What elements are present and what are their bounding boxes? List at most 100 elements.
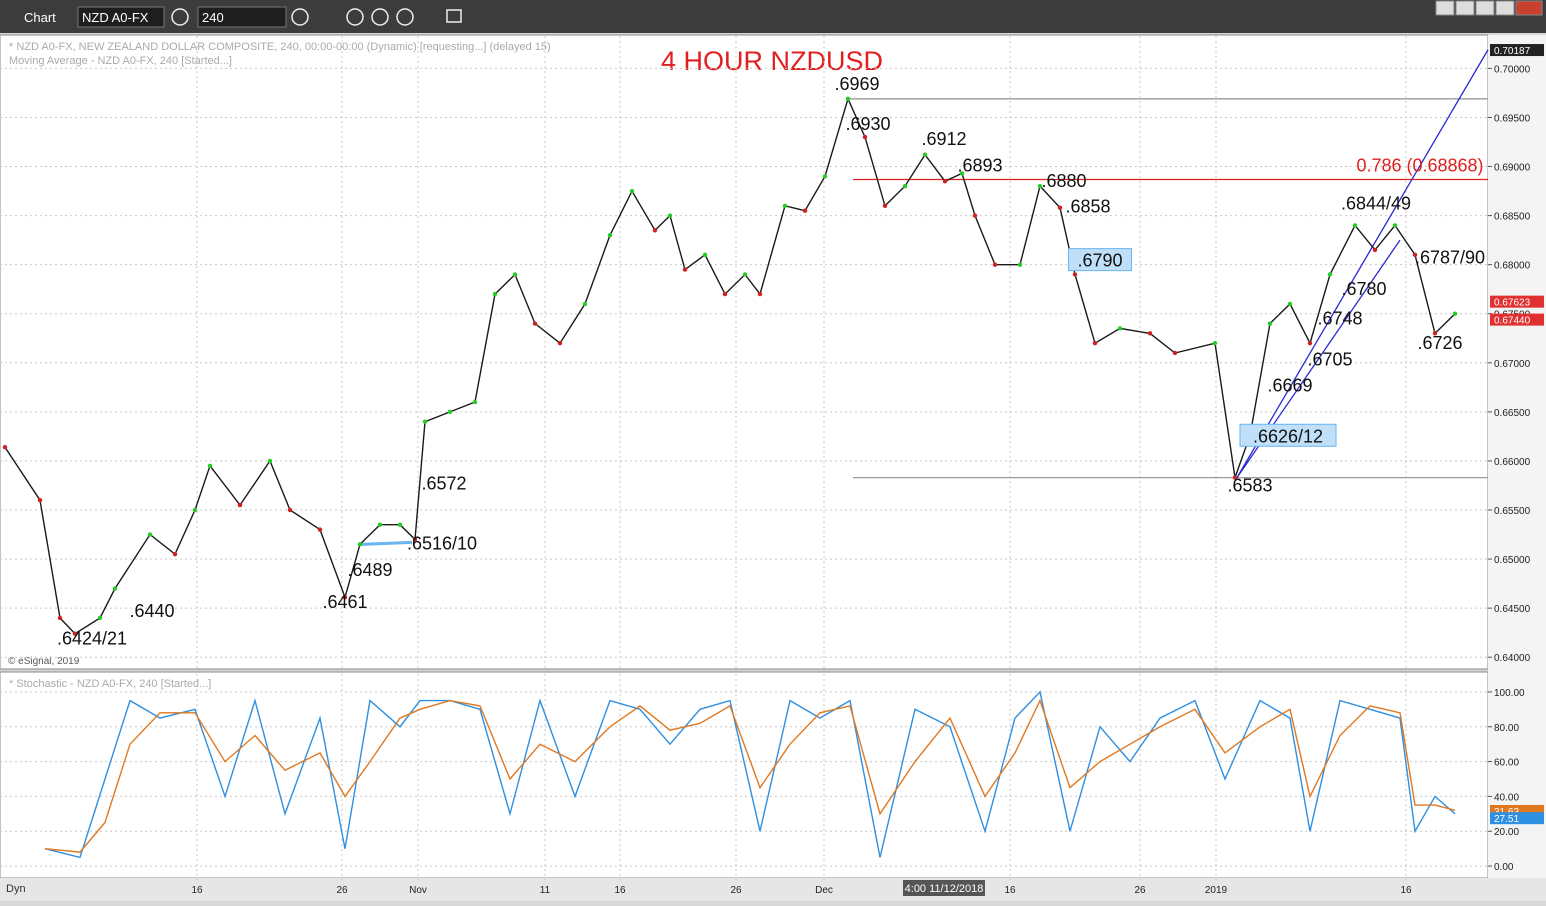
- annotation: .6748: [1317, 309, 1362, 329]
- cursor-time-box: [903, 880, 985, 896]
- icon[interactable]: [346, 8, 364, 26]
- price-point: [357, 542, 363, 547]
- y-tick-label: 0.66000: [1494, 457, 1531, 468]
- x-tick-label: 26: [1134, 885, 1146, 896]
- window-button[interactable]: [1495, 0, 1515, 16]
- x-tick-label: 26: [336, 885, 348, 896]
- annotation-box: [1068, 248, 1132, 272]
- price-point: [397, 522, 403, 527]
- y-tick-label: 0.65500: [1494, 506, 1531, 517]
- subtitle: Moving Average - NZD A0-FX, 240 [Started…: [9, 55, 232, 67]
- price-tag: [1490, 44, 1544, 57]
- price-point: [147, 532, 153, 537]
- price-point: [682, 267, 688, 272]
- price-point: [412, 537, 418, 542]
- interval[interactable]: 240: [202, 10, 224, 25]
- price-point: [2, 444, 8, 450]
- toolbar-icons: [171, 8, 462, 26]
- window-buttons: [1435, 0, 1543, 16]
- icon[interactable]: [446, 9, 462, 23]
- price-point: [959, 171, 965, 176]
- annotation: .6583: [1227, 475, 1272, 495]
- price-point: [287, 507, 293, 513]
- icon[interactable]: [371, 8, 389, 26]
- window-button[interactable]: [1435, 0, 1455, 16]
- window-button[interactable]: [1475, 0, 1495, 16]
- y-tick-label: 0.69000: [1494, 163, 1531, 174]
- annotation: .6969: [834, 74, 879, 94]
- annotation: .6780: [1341, 279, 1386, 299]
- annotation: 0.786 (0.68868): [1356, 155, 1483, 175]
- price-point: [1352, 223, 1358, 228]
- price-point: [582, 301, 588, 307]
- mode[interactable]: Dyn: [6, 883, 26, 895]
- interval-box[interactable]: [197, 6, 287, 28]
- annotation: .6705: [1307, 350, 1352, 370]
- price-point: [1092, 340, 1098, 346]
- annotation: .6893: [957, 155, 1002, 175]
- price-panel: [0, 34, 1489, 670]
- price-point: [422, 419, 428, 424]
- annotation: .6912: [921, 129, 966, 149]
- annotation: .6440: [129, 601, 174, 621]
- price-point: [1452, 311, 1458, 316]
- annotation: .6489: [347, 560, 392, 580]
- price-tag-label: 0.67623: [1494, 298, 1531, 309]
- y-tick-label: 0.64000: [1494, 653, 1531, 664]
- x-tick-label: 2019: [1205, 885, 1228, 896]
- y-tick-label: 40.00: [1494, 792, 1519, 803]
- price-point: [702, 252, 708, 258]
- annotation: .6669: [1267, 375, 1312, 395]
- toolbar-label: Chart: [24, 10, 56, 25]
- annotation: .6572: [421, 473, 466, 493]
- credit: © eSignal, 2019: [8, 656, 80, 667]
- annotation: .6880: [1041, 171, 1086, 191]
- price-point: [1212, 340, 1218, 346]
- price-point: [845, 96, 851, 102]
- level-line: [1236, 49, 1489, 478]
- price-tag: [1490, 313, 1544, 326]
- price-point: [72, 631, 78, 636]
- icon[interactable]: [396, 8, 414, 26]
- annotation: .6626/12: [1253, 426, 1323, 446]
- price-point: [237, 502, 243, 508]
- annotation: .6726: [1417, 333, 1462, 353]
- y-tick-label: 0.66500: [1494, 408, 1531, 419]
- price-point: [757, 291, 763, 297]
- price-point: [342, 595, 348, 600]
- price-point: [1172, 350, 1178, 356]
- window-button[interactable]: [1455, 0, 1475, 16]
- price-point: [172, 551, 178, 557]
- x-tick-label: 26: [730, 885, 742, 896]
- window-button[interactable]: [1515, 0, 1543, 16]
- x-tick-label: 16: [614, 885, 626, 896]
- annotation: .6858: [1065, 197, 1110, 217]
- price-point: [377, 522, 383, 527]
- price-point: [447, 409, 453, 415]
- price-point: [1412, 252, 1418, 258]
- icon[interactable]: [291, 8, 309, 26]
- annotation: .6424/21: [57, 628, 127, 648]
- annotation-box: [1239, 423, 1337, 447]
- price-axis: [1488, 35, 1546, 878]
- price-point: [267, 458, 273, 464]
- price-tag-label: 27.51: [1494, 814, 1519, 825]
- price-point: [1147, 331, 1153, 336]
- symbol-box[interactable]: [77, 6, 165, 28]
- price-tag-label: 0.70187: [1494, 46, 1531, 57]
- annotation: .6787/90: [1415, 248, 1485, 268]
- time-axis: [0, 878, 1546, 901]
- symbol[interactable]: NZD A0-FX: [82, 10, 149, 25]
- y-tick-label: 80.00: [1494, 723, 1519, 734]
- annotation: .6930: [845, 114, 890, 134]
- icon[interactable]: [171, 8, 189, 26]
- price-point: [742, 272, 748, 277]
- y-tick-label: 0.68500: [1494, 212, 1531, 223]
- x-tick-label: 16: [1004, 885, 1016, 896]
- subtitle: * Stochastic - NZD A0-FX, 240 [Started..…: [9, 678, 211, 690]
- price-point: [1327, 272, 1333, 277]
- price-point: [972, 213, 978, 218]
- price-point: [1432, 331, 1438, 336]
- price-point: [532, 321, 538, 326]
